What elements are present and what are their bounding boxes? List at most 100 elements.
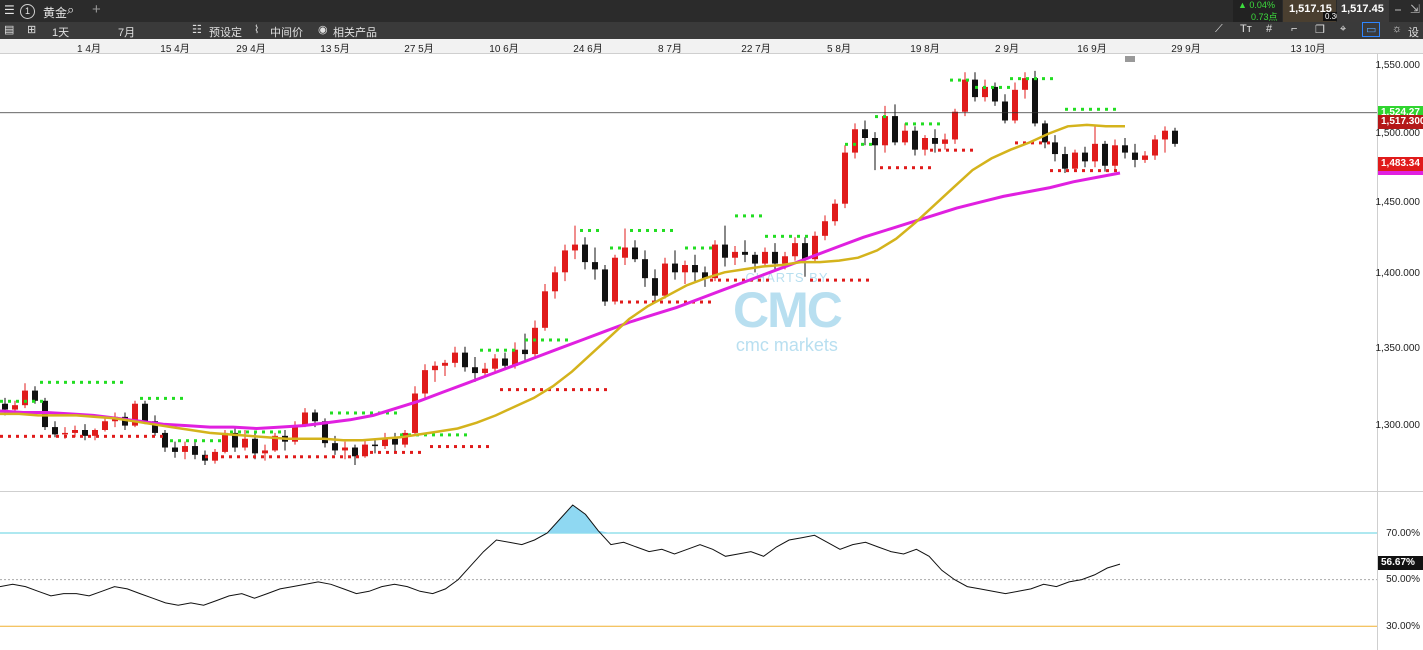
stop-dot-red — [516, 388, 519, 392]
candle-body — [322, 421, 328, 444]
price-chart[interactable] — [0, 53, 1423, 492]
crosshair-icon[interactable]: ⌖ — [1340, 23, 1347, 35]
stop-dot-red — [0, 434, 3, 438]
stop-dot-green — [588, 228, 591, 232]
candle-body — [1062, 154, 1068, 169]
stop-dot-red — [478, 445, 481, 449]
sliders-icon: ☷ — [192, 24, 202, 36]
stop-dot-red — [462, 445, 465, 449]
stop-dot-red — [1031, 141, 1034, 145]
settings-button[interactable]: 设 — [1408, 27, 1419, 39]
rsi-chart[interactable] — [0, 492, 1423, 650]
minimize-icon[interactable]: ⎯ — [1395, 2, 1402, 16]
candle-body — [52, 427, 58, 435]
period-select[interactable]: 7月 — [118, 27, 136, 39]
interval-select[interactable]: 1天 — [52, 27, 70, 39]
stop-dot-red — [64, 434, 67, 438]
candle-body — [712, 244, 718, 279]
candle-body — [552, 272, 558, 292]
stop-dot-green — [202, 439, 205, 443]
stop-dot-red — [588, 388, 591, 392]
stop-dot-green — [496, 348, 499, 352]
candle-body — [772, 251, 778, 264]
stop-dot-green — [541, 338, 544, 342]
stop-dot-red — [556, 388, 559, 392]
stop-dot-green — [218, 439, 221, 443]
stop-dot-green — [386, 411, 389, 415]
candle-body — [562, 250, 568, 273]
expand-icon[interactable]: ⇲ — [1410, 2, 1421, 16]
stop-dot-red — [128, 434, 131, 438]
buy-box[interactable]: 1,517.45 — [1337, 0, 1389, 22]
date-tick: 5 8月 — [827, 44, 851, 55]
stop-dot-red — [896, 166, 899, 170]
stop-dot-green — [869, 142, 872, 146]
stop-dot-green — [789, 234, 792, 238]
stop-dot-red — [946, 148, 949, 152]
candle-body — [1132, 152, 1138, 160]
candle-body — [422, 370, 428, 394]
stop-dot-red — [904, 166, 907, 170]
stop-dot-red — [532, 388, 535, 392]
windows-icon[interactable]: ❐ — [1315, 24, 1325, 36]
stop-dot-green — [194, 439, 197, 443]
candle-body — [722, 244, 728, 258]
gear-icon[interactable]: ☼ — [1392, 23, 1403, 35]
stop-dot-red — [229, 455, 232, 459]
midprice-button[interactable]: 中间价 — [270, 27, 303, 39]
text-size-icon[interactable]: Tт — [1240, 23, 1252, 35]
price-tick: 1,450.000 — [1375, 197, 1421, 208]
spread: 0.30 — [1323, 12, 1343, 21]
stop-dot-green — [0, 399, 3, 403]
stop-dot-red — [332, 455, 335, 459]
instrument-name[interactable]: 黄金 — [43, 6, 68, 20]
draw-line-icon[interactable]: ⟋ — [1215, 23, 1223, 35]
stop-dot-red — [48, 434, 51, 438]
select-tool-icon[interactable]: ▭ — [1362, 22, 1381, 37]
stop-dot-green — [1105, 107, 1108, 111]
related-products-button[interactable]: 相关产品 — [333, 27, 377, 39]
plus-icon[interactable]: + — [92, 1, 101, 18]
stop-dot-green — [112, 380, 115, 384]
stop-dot-green — [480, 348, 483, 352]
stop-dot-red — [572, 388, 575, 392]
stop-dot-green — [797, 234, 800, 238]
candle-body — [312, 412, 318, 422]
stop-dot-green — [230, 430, 233, 434]
stop-dot-red — [418, 450, 421, 454]
stop-dot-green — [164, 396, 167, 400]
stop-dot-red — [734, 278, 737, 282]
stop-dot-green — [975, 85, 978, 89]
stop-dot-red — [1039, 141, 1042, 145]
cursor-icon[interactable]: ⌐ — [1291, 23, 1298, 35]
stop-dot-red — [285, 455, 288, 459]
stop-dot-green — [805, 234, 808, 238]
stop-dot-green — [1113, 107, 1116, 111]
stop-dot-red — [938, 148, 941, 152]
sell-box[interactable]: 1,517.15 — [1283, 0, 1336, 22]
search-icon[interactable]: ⌕ — [67, 2, 75, 17]
stop-dot-green — [96, 380, 99, 384]
stop-dot-green — [346, 411, 349, 415]
candle-body — [642, 259, 648, 279]
stop-dot-green — [875, 115, 878, 119]
stop-dot-red — [684, 300, 687, 304]
stop-dot-red — [410, 450, 413, 454]
stop-dot-green — [958, 78, 961, 82]
candle-body — [1112, 145, 1118, 166]
stop-dot-red — [245, 455, 248, 459]
stop-dot-green — [40, 380, 43, 384]
candle-body — [992, 86, 998, 102]
list-icon[interactable]: ▤ — [4, 24, 15, 36]
preset-button[interactable]: 预设定 — [209, 27, 242, 39]
candle-body — [882, 116, 888, 146]
stop-dot-red — [850, 278, 853, 282]
candle-body — [22, 390, 28, 406]
stop-dot-red — [928, 166, 931, 170]
grid-icon[interactable]: # — [1266, 23, 1273, 35]
hamburger-menu-icon[interactable]: ☰ — [4, 3, 15, 17]
rsi-level-label: 70.00% — [1386, 528, 1420, 539]
stop-dot-green — [999, 85, 1002, 89]
layout-icon[interactable]: ⊞ — [27, 24, 37, 36]
stop-dot-red — [316, 455, 319, 459]
